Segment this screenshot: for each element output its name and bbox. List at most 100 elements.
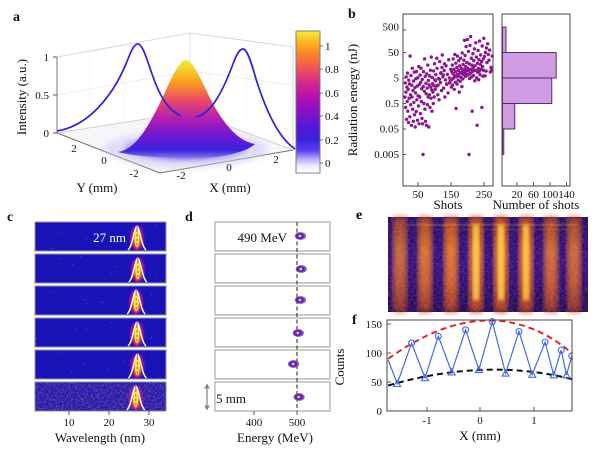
scatter-dot	[431, 90, 435, 94]
panel-d-label: d	[185, 210, 193, 225]
scatter-dot	[469, 56, 473, 60]
hist-bar	[502, 77, 553, 104]
c-annotation: 27 nm	[93, 230, 126, 245]
noise-speck	[52, 248, 54, 250]
scatter-dot	[412, 100, 416, 105]
f-xtick-m1: -1	[422, 415, 431, 427]
panel-a: a	[13, 10, 339, 195]
scatter-dot	[487, 48, 492, 52]
noise-speck	[84, 299, 86, 301]
hist-bar	[502, 52, 557, 79]
peak-marker-circle	[488, 318, 496, 326]
panel-b: b Radiation energy (nJ) 500 50 5 0.5 0.0…	[345, 7, 579, 212]
scatter-dot	[481, 57, 485, 61]
scatter-dot	[479, 67, 483, 72]
peak-core	[134, 325, 140, 343]
valley-marker-triangle	[392, 379, 402, 388]
beam-blob	[293, 393, 305, 401]
scatter-dot	[428, 105, 432, 110]
scatter-dot	[458, 79, 462, 84]
upper-envelope	[387, 319, 573, 360]
noise-overlay	[36, 383, 165, 410]
noise-speck	[108, 369, 110, 371]
scatter-dot	[454, 106, 458, 111]
scatter-dot	[433, 79, 438, 83]
b-htick-140: 140	[558, 189, 575, 201]
scatter-dot	[439, 71, 443, 75]
noise-speck	[151, 357, 153, 359]
d-scalebar-label: 5 mm	[216, 391, 246, 406]
f-xtick-0: 0	[477, 415, 483, 427]
scatter-dot	[489, 65, 493, 70]
scatter-dot	[403, 105, 408, 110]
scatter-dot	[441, 73, 445, 77]
scatter-dot	[435, 56, 439, 60]
c-ticks	[68, 411, 150, 415]
scatter-dot	[415, 118, 420, 123]
scatter-dot	[435, 66, 439, 71]
valley-marker-triangle	[474, 365, 484, 374]
scatter-dot	[438, 59, 442, 64]
d-ticks	[253, 411, 298, 415]
scatter-dot	[436, 83, 440, 87]
scatter-dot	[423, 119, 428, 124]
scatter-axes-box	[402, 13, 494, 187]
noise-speck	[53, 291, 55, 293]
scatter-dot	[443, 95, 447, 99]
d-annotation: 490 MeV	[238, 230, 288, 245]
c-x-axis-label: Wavelength (nm)	[55, 430, 145, 445]
noise-speck	[61, 353, 63, 355]
f-axes-box	[386, 319, 573, 412]
scatter-dot	[483, 50, 488, 55]
noise-speck	[86, 238, 88, 240]
fringe-noise-overlay	[388, 217, 588, 312]
noise-speck	[116, 242, 118, 244]
spectrum-strip	[34, 381, 167, 412]
b-ytick-005: 0.05	[380, 124, 400, 136]
scatter-dot	[447, 76, 452, 80]
energy-spectra-strips	[214, 221, 331, 412]
scatter-dot	[413, 91, 418, 95]
scatter-dot	[427, 125, 431, 129]
scatter-dot	[429, 55, 433, 59]
scatter-dot	[487, 58, 491, 62]
beam-blob	[295, 265, 307, 273]
scatter-dot	[466, 49, 471, 54]
scatter-dot	[462, 38, 467, 42]
scatter-dot	[412, 113, 417, 117]
peak-core	[133, 389, 139, 407]
b-ytick-50: 50	[388, 47, 400, 59]
panel-c: c 27 nm 10 20 30 Wavelength (nm)	[7, 210, 167, 445]
scatter-dot	[478, 62, 482, 67]
scatter-dot	[440, 53, 444, 57]
scatter-dot	[461, 62, 465, 67]
scatter-dot	[428, 74, 432, 78]
peak-core	[135, 261, 141, 279]
scatter-dot	[413, 125, 417, 129]
panel-f-label: f	[352, 313, 357, 328]
b-xtick-250: 250	[476, 189, 493, 201]
c-xtick-10: 10	[64, 417, 76, 429]
scatter-dot	[459, 66, 463, 71]
b-htick-60: 60	[528, 189, 540, 201]
spectra-strips	[34, 221, 167, 412]
scatter-dot	[478, 53, 483, 57]
scatter-dot	[409, 73, 413, 78]
noise-speck	[36, 343, 38, 345]
scatter-dot	[427, 93, 432, 97]
beam-blob	[292, 329, 304, 337]
scatter-dot	[475, 123, 479, 128]
a-ytick-m2: -2	[129, 168, 138, 180]
scatter-dot	[440, 65, 444, 70]
scatter-dot	[422, 89, 426, 94]
scatter-dot	[454, 61, 458, 65]
a-ytick-2: 2	[71, 143, 77, 155]
scatter-dot	[426, 63, 430, 67]
peak-marker-circle	[462, 326, 470, 334]
peak-marker-circle	[557, 346, 565, 354]
scatter-dot	[404, 117, 409, 122]
noise-speck	[71, 371, 73, 373]
scatter-dot	[406, 87, 410, 92]
scatter-dot	[437, 98, 441, 102]
scatter-dot	[432, 95, 436, 99]
